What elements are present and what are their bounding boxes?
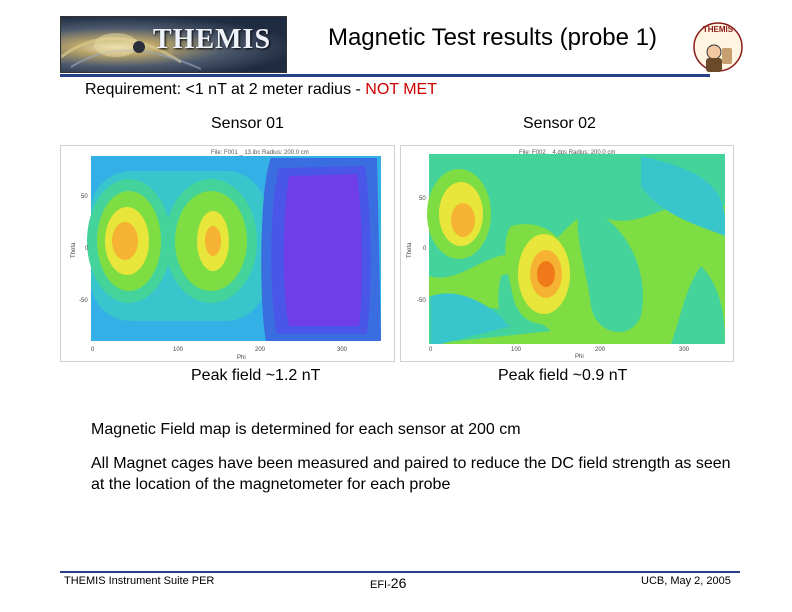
sensor-01-label: Sensor 01 [211,115,284,132]
footer-right: UCB, May 2, 2005 [641,575,731,587]
sensor-01-peak: Peak field ~1.2 nT [191,367,321,384]
y-tick: 50 [81,194,88,200]
x-tick: 0 [91,347,95,353]
requirement-prefix: Requirement: <1 n [85,81,218,98]
mascot-badge: THEMIS [692,18,744,76]
sensor-02-contour-plot: File: F002 _ 4.dps Radius: 200.0 cm 0 10… [400,145,734,362]
sensor-02-peak: Peak field ~0.9 nT [498,367,628,384]
footer-left: THEMIS Instrument Suite PER [64,575,215,587]
x-axis-label: Phi [575,354,584,360]
themis-logo: THEMIS [60,16,287,73]
x-tick: 300 [337,347,348,353]
requirement-line: Requirement: <1 nT at 2 meter radius - N… [85,81,437,99]
y-tick: -50 [79,298,88,304]
sensor-01-contour-plot: File: F001 _ 13.ibc Radius: 200.0 cm 0 1… [60,145,395,362]
page-title: Magnetic Test results (probe 1) [327,24,658,51]
y-tick: -50 [417,298,426,304]
contour-field [87,156,381,341]
body-text-magnet-cages: All Magnet cages have been measured and … [91,455,731,493]
logo-swirl-graphic [61,33,202,70]
mascot-text: THEMIS [703,25,734,34]
header-divider [60,74,710,77]
y-axis-label: Theta [71,242,77,258]
plot-ticks: 0 100 200 300 Phi 50 0 -50 Theta [407,196,690,360]
sensor-02-label: Sensor 02 [523,115,596,132]
footer-center-prefix: EFI- [370,579,391,591]
plot-header: File: F001 _ 13.ibc Radius: 200.0 cm [211,150,309,156]
x-tick: 0 [429,347,433,353]
footer-divider [60,571,740,573]
y-tick: 0 [423,246,427,252]
x-tick: 200 [595,347,606,353]
body-text-field-map: Magnetic Field map is determined for eac… [91,421,521,438]
footer-center: EFI-26 [370,575,406,591]
requirement-status: NOT MET [365,81,437,98]
logo-wordmark: THEMIS [153,24,272,55]
y-tick: 50 [419,196,426,202]
x-tick: 100 [173,347,184,353]
requirement-unit: T at 2 meter radius - [217,81,366,98]
y-axis-label: Theta [407,242,413,258]
footer-page-number: 26 [390,575,407,591]
x-tick: 200 [255,347,266,353]
plot-header: File: F002 _ 4.dps Radius: 200.0 cm [519,150,615,156]
contour-field [427,154,725,344]
plot-ticks: 0 100 200 300 Phi 50 0 -50 Theta [71,194,348,361]
y-tick: 0 [85,246,89,252]
x-tick: 100 [511,347,522,353]
x-tick: 300 [679,347,690,353]
x-axis-label: Phi [237,355,246,361]
